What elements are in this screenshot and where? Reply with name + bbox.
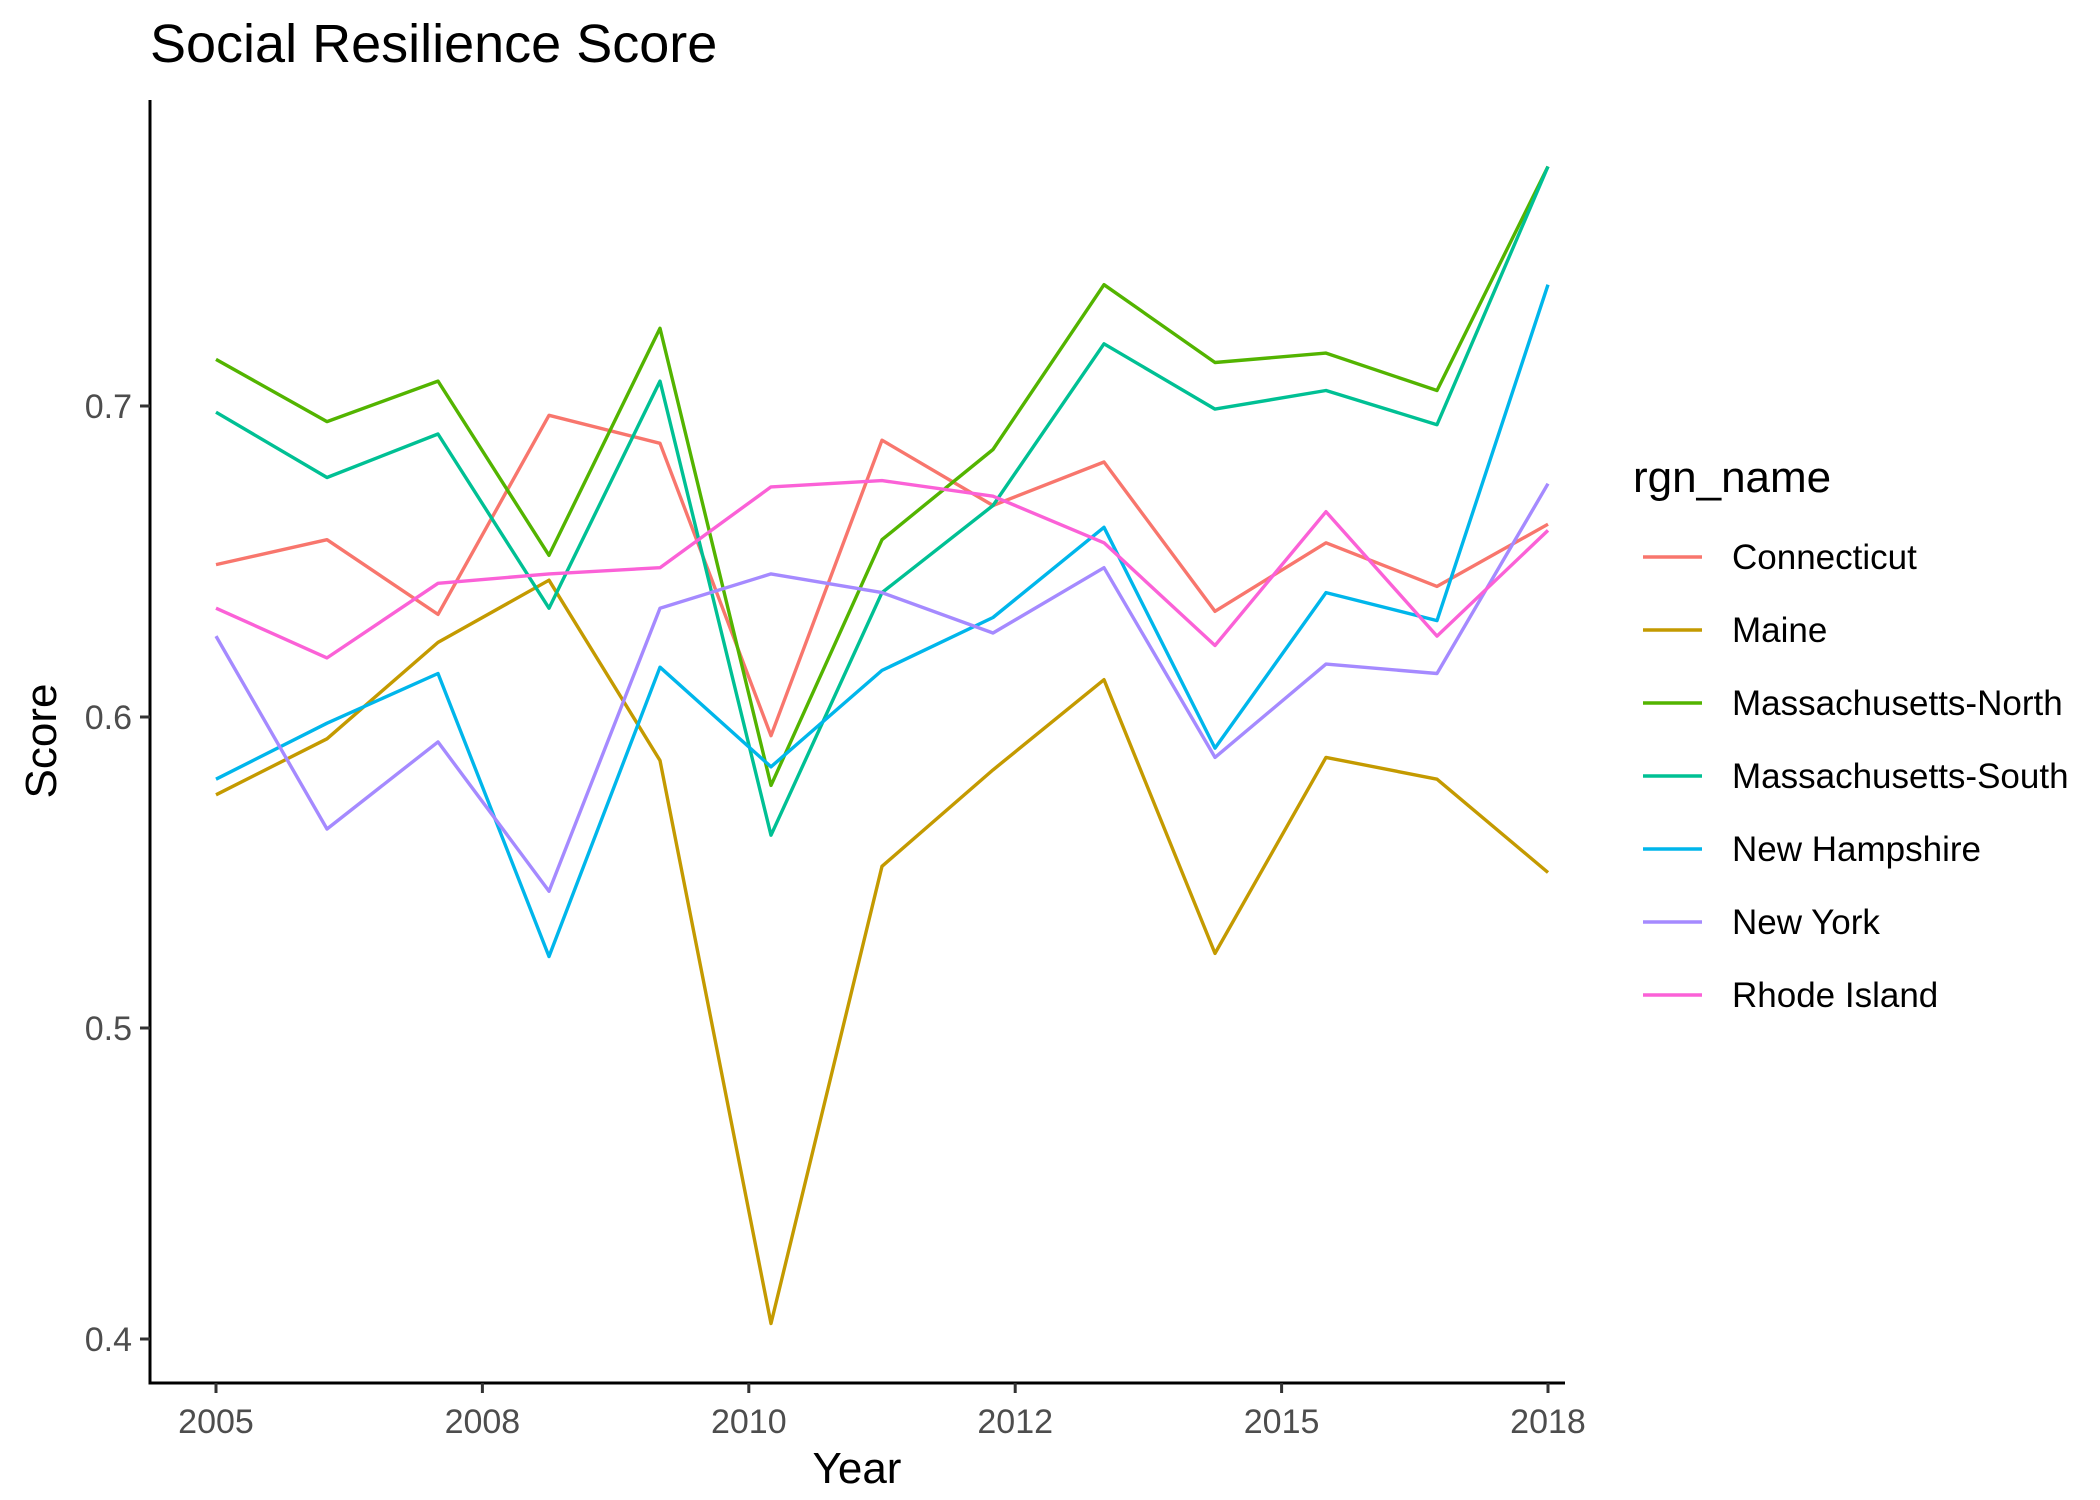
y-axis-title: Score bbox=[17, 684, 66, 799]
series-line-massachusetts-south bbox=[215, 165, 1550, 837]
legend-items: Connecticut Maine Massachusetts-North Massa… bbox=[1643, 538, 2069, 1015]
series-group bbox=[214, 165, 1550, 1326]
x-tick-label: 2010 bbox=[711, 1403, 787, 1441]
series-line-rhode-island bbox=[215, 478, 1550, 660]
plot-area bbox=[148, 100, 1565, 1385]
y-tick-label: 0.5 bbox=[85, 1010, 132, 1048]
x-tick-label: 2008 bbox=[445, 1403, 521, 1441]
legend-title: rgn_name bbox=[1633, 453, 1831, 502]
legend-label-rhode-island: Rhode Island bbox=[1732, 976, 1938, 1015]
y-axis-ticks: 0.4 0.5 0.6 0.7 bbox=[85, 388, 150, 1359]
legend-label-maine: Maine bbox=[1732, 611, 1827, 650]
y-tick-label: 0.4 bbox=[85, 1321, 132, 1359]
legend-label-massachusetts-north: Massachusetts-North bbox=[1732, 684, 2063, 723]
y-tick-label: 0.6 bbox=[85, 699, 132, 737]
legend-label-connecticut: Connecticut bbox=[1732, 538, 1917, 577]
x-axis-ticks: 2005 2008 2010 2012 2015 2018 bbox=[178, 1383, 1586, 1441]
legend-label-massachusetts-south: Massachusetts-South bbox=[1732, 757, 2069, 796]
series-line-connecticut bbox=[215, 413, 1549, 738]
x-tick-label: 2015 bbox=[1244, 1403, 1320, 1441]
x-axis-title: Year bbox=[813, 1444, 902, 1493]
series-line-maine bbox=[215, 578, 1550, 1326]
chart-title: Social Resilience Score bbox=[150, 14, 717, 74]
legend-label-new-hampshire: New Hampshire bbox=[1732, 830, 1981, 869]
legend: rgn_name Connecticut Maine Massachusetts-N… bbox=[1633, 453, 2069, 1015]
x-tick-label: 2018 bbox=[1510, 1403, 1586, 1441]
series-line-new-york bbox=[214, 482, 1550, 893]
legend-label-new-york: New York bbox=[1732, 903, 1880, 942]
x-tick-label: 2012 bbox=[977, 1403, 1053, 1441]
x-tick-label: 2005 bbox=[178, 1403, 254, 1441]
y-tick-label: 0.7 bbox=[85, 388, 132, 426]
series-line-massachusetts-north bbox=[215, 165, 1550, 788]
series-line-new-hampshire bbox=[215, 284, 1550, 959]
